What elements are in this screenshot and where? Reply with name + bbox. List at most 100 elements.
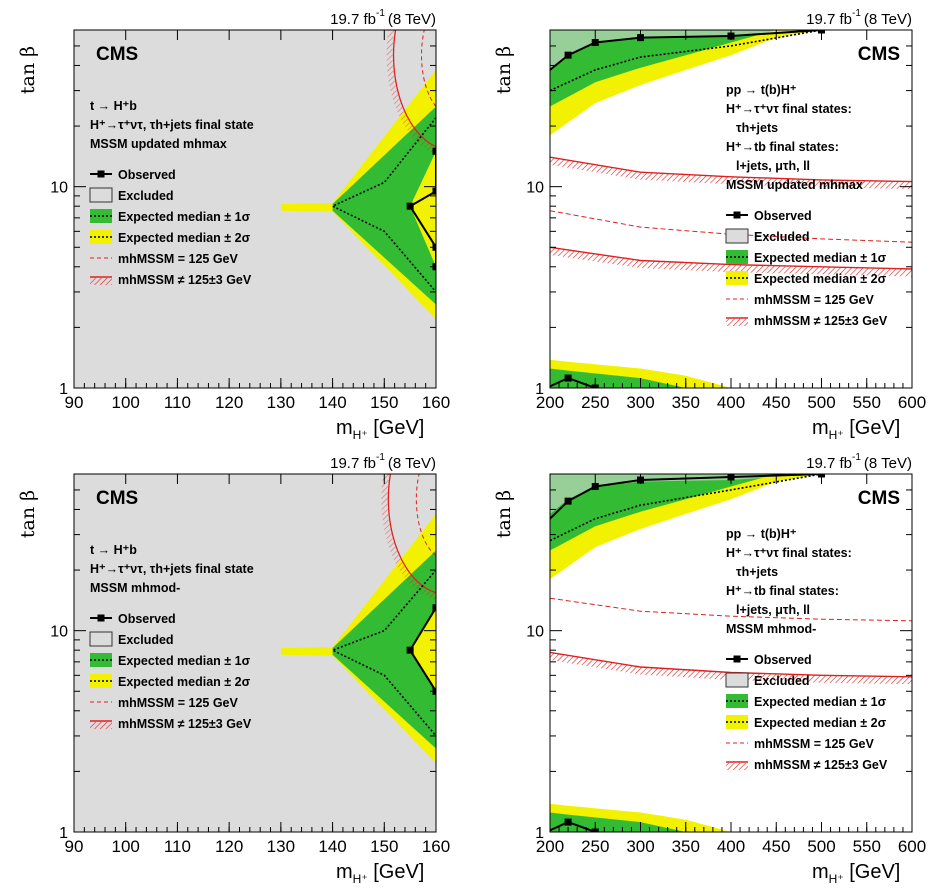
observed-low-point (564, 818, 572, 826)
observed-point (432, 187, 436, 195)
legend-1sigma-swatch (726, 250, 748, 264)
lumi-label: 19.7 fb (330, 455, 376, 472)
observed-allowed-region (410, 607, 436, 692)
lumi-label: 19.7 fb (330, 11, 376, 28)
info-text-line: H⁺→tb final states: (726, 140, 839, 154)
x-axis-title: mH⁺ [GeV] (336, 861, 424, 886)
plot-area (550, 474, 912, 832)
x-axis-title-sub: H⁺ (353, 428, 368, 442)
x-axis-title-unit: [GeV] (368, 861, 425, 883)
legend-excluded-swatch (89, 631, 113, 647)
cms-label: CMS (96, 44, 138, 65)
x-axis-title-sub: H⁺ (829, 872, 844, 886)
legend-entry-label: Excluded (118, 633, 174, 647)
chart-panel-top-right: 200 250 300 350 400 450 500 550 600 1 10 19.7 fb -1(… (476, 0, 952, 444)
legend-1sigma-swatch (90, 653, 112, 667)
chart-svg-bottom-right: 200 250 300 350 400 450 500 550 600 1 10 19.7 fb -1(… (493, 452, 926, 886)
x-tick-label: 600 (898, 837, 926, 856)
x-tick-label: 200 (536, 837, 564, 856)
legend-entry-label: mhMSSM ≠ 125±3 GeV (118, 717, 252, 731)
legend-entry-label: Expected median ± 1σ (754, 695, 887, 709)
legend-entry-label: Observed (118, 612, 176, 626)
lumi-label-superscript: -1 (852, 8, 861, 19)
legend-2sigma-swatch (726, 715, 748, 729)
plot-area (74, 474, 436, 832)
x-tick-label: 100 (112, 837, 140, 856)
y-tick-label: 1 (535, 825, 544, 842)
x-tick-label: 200 (536, 393, 564, 412)
y-axis-title: tan β (493, 46, 515, 94)
observed-point (591, 39, 599, 47)
legend-mh-hatch-swatch (726, 319, 748, 326)
x-axis-title-sub: H⁺ (829, 428, 844, 442)
info-text-line: H⁺→τ⁺ντ, τh+jets final state (90, 562, 254, 576)
mh-125pm3-curve (550, 156, 912, 183)
mh-125pm3-curve (387, 474, 436, 594)
observed-low-point (564, 374, 572, 382)
cms-label: CMS (858, 488, 900, 509)
plot-area (74, 30, 436, 388)
energy-label: (8 TeV) (388, 455, 436, 472)
legend-entry-label: Expected median ± 1σ (118, 654, 251, 668)
legend-entry-label: mhMSSM = 125 GeV (118, 252, 238, 266)
info-text-line: t → H⁺b (90, 543, 137, 557)
y-tick-label: 10 (50, 624, 68, 641)
x-tick-label: 90 (65, 837, 84, 856)
legend-entry-label: Excluded (754, 674, 810, 688)
legend-entry-label: Observed (754, 653, 812, 667)
x-tick-label: 110 (164, 393, 191, 412)
info-text-line: MSSM mhmod- (90, 581, 180, 595)
x-tick-label: 500 (807, 837, 835, 856)
plot-frame (73, 473, 437, 833)
y-tick-label: 1 (535, 381, 544, 398)
x-tick-label: 160 (422, 837, 450, 856)
x-axis-title-m: m (336, 417, 353, 439)
legend-entry-label: Excluded (754, 230, 810, 244)
x-axis-title-m: m (336, 861, 353, 883)
info-text-line: MSSM updated mhmax (726, 178, 863, 192)
y-tick-label: 1 (59, 825, 68, 842)
x-axis-title-m: m (812, 861, 829, 883)
plot-frame (73, 29, 437, 389)
x-tick-label: 120 (215, 393, 243, 412)
x-tick-label: 300 (626, 393, 654, 412)
expected-1sigma-band (332, 550, 436, 749)
lumi-label: 19.7 fb (806, 455, 852, 472)
expected-median-line (550, 30, 822, 92)
x-axis-title: mH⁺ [GeV] (336, 417, 424, 442)
legend-1sigma-swatch (90, 209, 112, 223)
x-tick-label: 550 (853, 393, 881, 412)
legend-observed-marker (97, 170, 105, 178)
legend-mh-hatch-swatch (726, 763, 748, 770)
expected-median-line (550, 474, 822, 542)
x-tick-label: 450 (762, 837, 790, 856)
observed-point (406, 202, 414, 210)
x-tick-label: 110 (164, 837, 191, 856)
observed-point (564, 497, 572, 505)
chart-panel-top-left: 90 100 110 120 130 140 150 160 1 10 19.7 fb -1 (8 Te… (0, 0, 476, 444)
chart-panel-bottom-right: 200 250 300 350 400 450 500 550 600 1 10 19.7 fb -1(… (476, 444, 952, 888)
lumi-label-superscript: -1 (376, 452, 385, 463)
legend-entry-label: Observed (754, 209, 812, 223)
legend-entry-label: mhMSSM = 125 GeV (754, 737, 874, 751)
legend-entry-label: mhMSSM ≠ 125±3 GeV (118, 273, 252, 287)
info-text-line: MSSM mhmod- (726, 622, 816, 636)
y-tick-label: 10 (50, 180, 68, 197)
info-text-line: τh+jets (736, 565, 778, 579)
x-tick-label: 450 (762, 393, 790, 412)
legend-mh-hatch-swatch (90, 722, 112, 729)
legend-entry-label: Expected median ± 2σ (754, 716, 887, 730)
mh-125-curve (550, 597, 912, 622)
x-tick-label: 600 (898, 393, 926, 412)
x-tick-label: 130 (267, 393, 295, 412)
chart-panel-bottom-left: 90 100 110 120 130 140 150 160 1 10 19.7 fb -1 (8 Te… (0, 444, 476, 888)
x-tick-label: 250 (581, 837, 609, 856)
lumi-label-superscript: -1 (852, 452, 861, 463)
x-tick-label: 100 (112, 393, 140, 412)
expected-median-line (330, 569, 436, 737)
energy-label: (8 TeV) (864, 455, 912, 472)
cms-label: CMS (858, 44, 900, 65)
x-tick-label: 400 (717, 837, 745, 856)
legend-entry-label: Observed (118, 168, 176, 182)
info-text-line: l+jets, μτh, ll (736, 159, 810, 173)
